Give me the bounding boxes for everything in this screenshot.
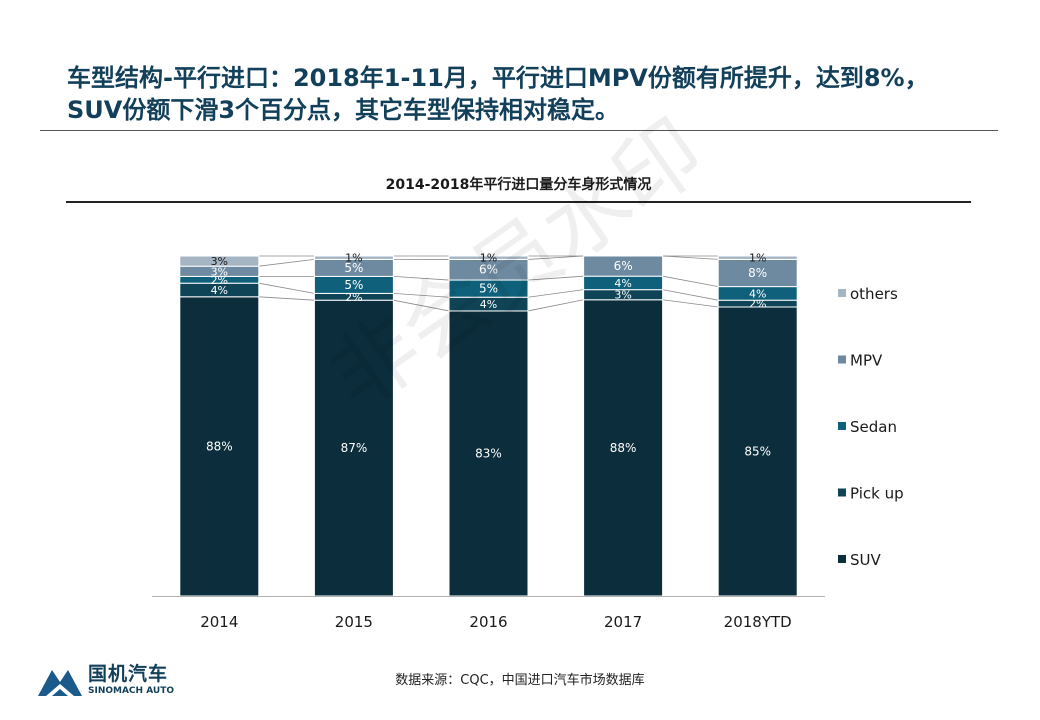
series-connector-line — [662, 275, 719, 287]
bar-value-label: 87% — [341, 441, 368, 455]
legend-swatch-pick-up — [838, 488, 846, 497]
sinomach-logo-icon — [38, 670, 82, 696]
data-source-note: 数据来源：CQC，中国进口汽车市场数据库 — [395, 673, 645, 688]
sinomach-logo: 国机汽车 SINOMACH AUTO — [38, 662, 174, 698]
series-connector-line — [527, 255, 584, 260]
x-tick-label: 2015 — [335, 613, 373, 631]
bar-value-label: 83% — [475, 446, 502, 460]
bar-value-label: 4% — [749, 287, 766, 300]
bar-value-label: 2% — [345, 291, 362, 304]
bar-segment-others — [313, 255, 394, 260]
legend-swatch-suv — [838, 555, 846, 563]
bar-value-label: 5% — [344, 278, 363, 292]
legend-swatch-others — [838, 289, 846, 297]
series-connector-line — [258, 296, 315, 301]
bar-value-label: 2% — [749, 298, 766, 311]
bar-value-label: 3% — [211, 255, 228, 268]
series-connector-line — [662, 289, 719, 301]
bar-segment-mpv — [583, 255, 664, 277]
series-connector-line — [527, 289, 584, 298]
bar-segment-suv — [313, 299, 394, 597]
chart-title-divider — [66, 201, 971, 203]
bar-value-label: 85% — [744, 445, 771, 459]
logo-english-name: SINOMACH AUTO — [88, 686, 174, 696]
legend-swatch-sedan — [838, 422, 846, 430]
series-connector-line — [258, 282, 315, 294]
bar-value-label: 3% — [211, 265, 228, 278]
headline-divider — [40, 130, 998, 131]
headline-line-1: 车型结构-平行进口：2018年1-11月，平行进口MPV份额有所提升，达到8%， — [67, 64, 929, 92]
bar-value-label: 4% — [211, 284, 228, 297]
bar-value-label: 2% — [211, 274, 228, 287]
bar-segment-suv — [583, 299, 664, 597]
series-connector-line — [527, 299, 584, 312]
legend-label: Pick up — [850, 485, 904, 503]
x-tick-label: 2017 — [604, 613, 642, 631]
series-connector-line — [662, 299, 719, 308]
series-connector-line — [527, 275, 584, 281]
bar-value-label: 3% — [614, 289, 631, 302]
series-connector-line — [662, 255, 719, 260]
series-connector-line — [258, 259, 315, 267]
bar-value-label: 6% — [479, 263, 498, 277]
bar-value-label: 1% — [345, 252, 362, 265]
bar-value-label: 4% — [614, 277, 631, 290]
x-tick-label: 2014 — [200, 613, 238, 631]
logo-chinese-name: 国机汽车 — [88, 663, 169, 685]
bar-value-label: 6% — [614, 259, 633, 273]
series-connector-line — [393, 299, 450, 312]
bar-segment-mpv — [717, 258, 798, 288]
x-tick-label: 2018YTD — [724, 613, 792, 631]
bar-value-label: 1% — [480, 252, 497, 265]
x-tick-label: 2016 — [469, 613, 507, 631]
bar-value-label: 88% — [610, 441, 637, 455]
legend-label: MPV — [850, 352, 883, 370]
bar-value-label: 88% — [206, 439, 233, 453]
bar-segment-suv — [179, 296, 260, 597]
bar-value-label: 1% — [749, 252, 766, 265]
chart-title: 2014-2018年平行进口量分车身形式情况 — [385, 177, 652, 193]
headline-line-2: SUV份额下滑3个百分点，其它车型保持相对稳定。 — [67, 96, 620, 124]
legend-swatch-mpv — [838, 355, 846, 364]
bar-value-label: 4% — [480, 298, 497, 311]
series-connector-lines — [258, 255, 719, 312]
series-connector-line — [393, 276, 450, 281]
bar-value-label: 5% — [479, 282, 498, 296]
bar-value-label: 8% — [748, 266, 767, 280]
bar-segment-others — [717, 255, 798, 260]
legend-label: others — [850, 285, 898, 303]
bar-segment-others — [179, 255, 260, 267]
bar-segment-others — [448, 255, 529, 260]
series-connector-line — [393, 293, 450, 298]
bar-segment-suv — [717, 306, 798, 597]
legend-label: SUV — [850, 551, 882, 569]
page-headline: 车型结构-平行进口：2018年1-11月，平行进口MPV份额有所提升，达到8%，… — [67, 62, 1007, 126]
legend-label: Sedan — [850, 418, 897, 436]
bar-value-label: 5% — [344, 261, 363, 275]
